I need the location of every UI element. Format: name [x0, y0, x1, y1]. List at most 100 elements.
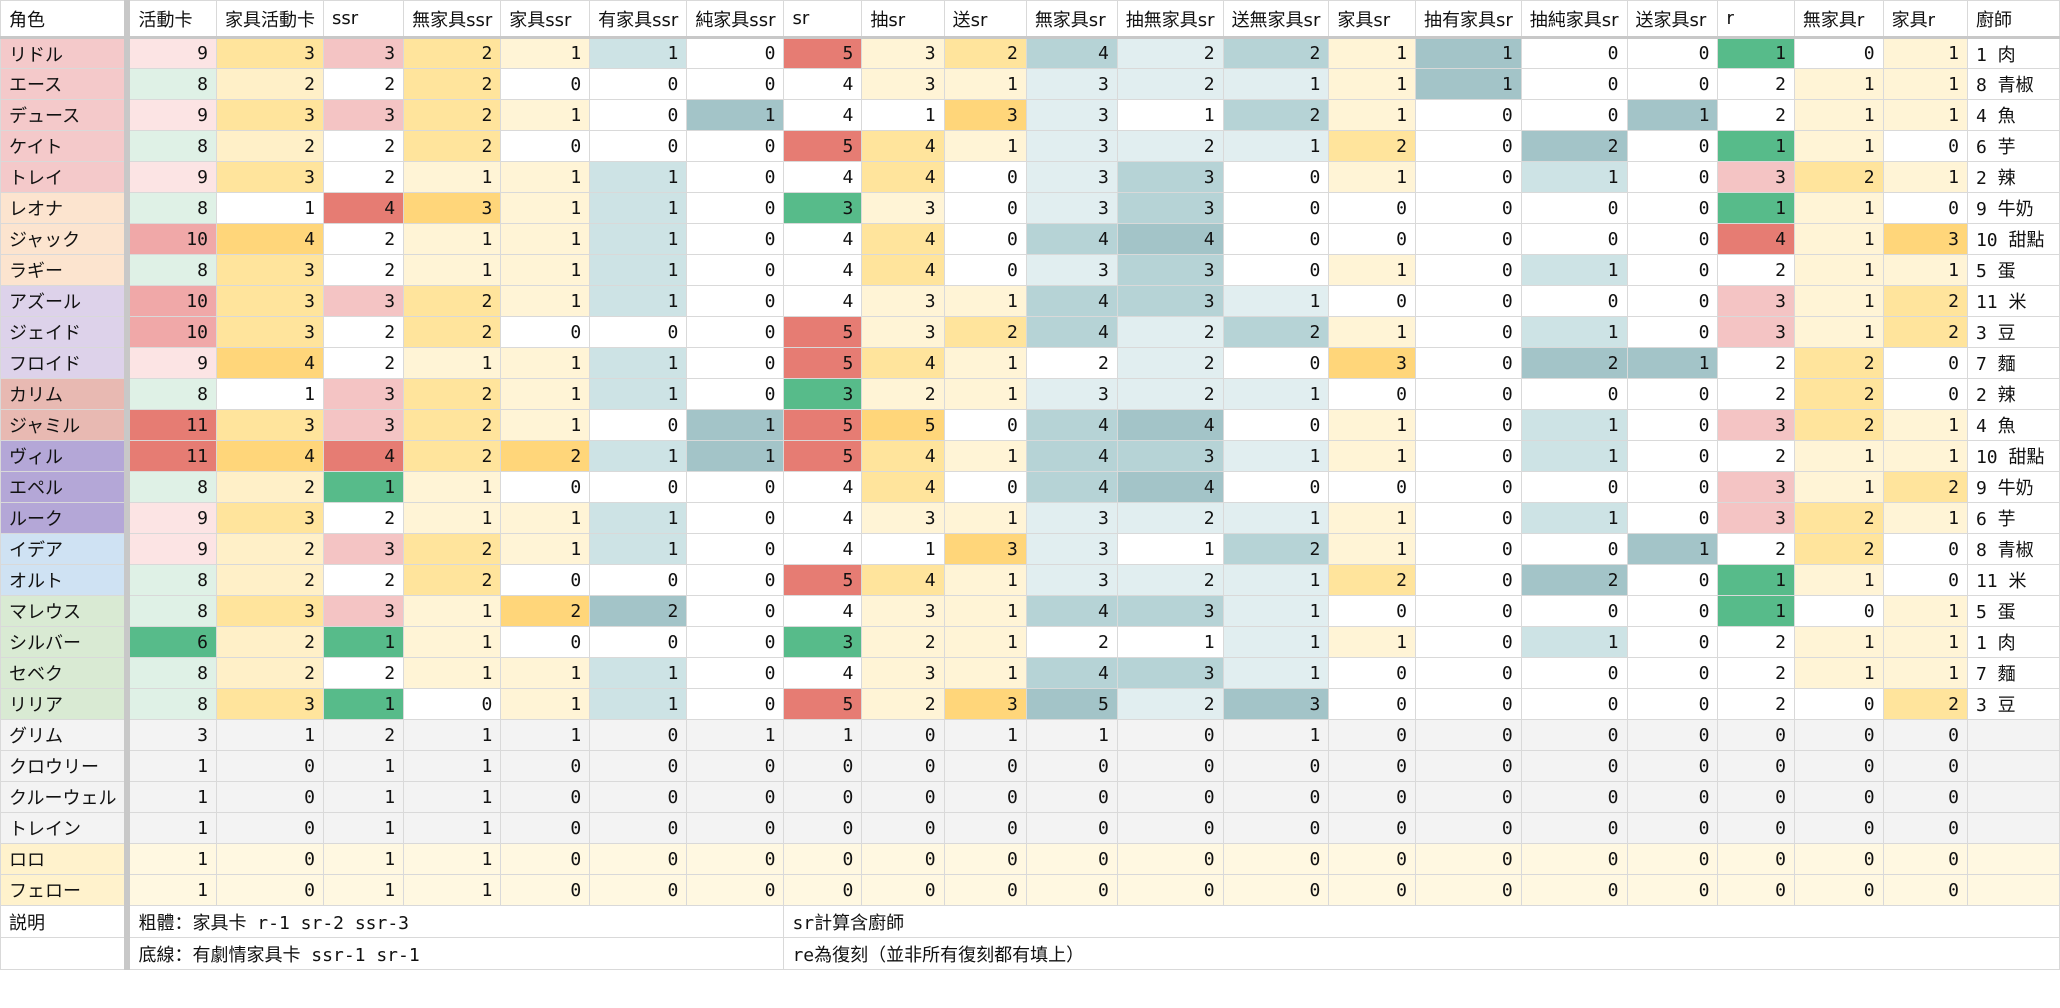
value-cell[interactable]: 4 — [1025, 285, 1118, 317]
chef-cell[interactable]: 5 蛋 — [1966, 595, 2060, 627]
character-name-cell[interactable]: ジェイド — [0, 316, 131, 348]
value-cell[interactable]: 1 — [1793, 564, 1884, 596]
value-cell[interactable]: 0 — [1882, 347, 1968, 379]
chef-cell[interactable]: 5 蛋 — [1966, 254, 2060, 286]
value-cell[interactable]: 0 — [686, 688, 785, 720]
value-cell[interactable]: 0 — [1414, 192, 1522, 224]
value-cell[interactable]: 0 — [1520, 223, 1628, 255]
value-cell[interactable]: 1 — [1793, 68, 1884, 100]
value-cell[interactable]: 2 — [1025, 626, 1118, 658]
value-cell[interactable]: 10 — [126, 223, 217, 255]
value-cell[interactable]: 2 — [1116, 130, 1224, 162]
value-cell[interactable]: 3 — [322, 285, 405, 317]
chef-cell[interactable]: 2 辣 — [1966, 378, 2060, 410]
value-cell[interactable]: 3 — [215, 254, 324, 286]
value-cell[interactable]: 0 — [1626, 843, 1719, 875]
value-cell[interactable]: 3 — [215, 161, 324, 193]
value-cell[interactable]: 4 — [861, 161, 945, 193]
value-cell[interactable]: 1 — [686, 409, 785, 441]
value-cell[interactable]: 2 — [215, 471, 324, 503]
value-cell[interactable]: 1 — [403, 781, 502, 813]
value-cell[interactable]: 0 — [1793, 843, 1884, 875]
value-cell[interactable]: 0 — [589, 68, 688, 100]
value-cell[interactable]: 1 — [1520, 254, 1628, 286]
chef-cell[interactable]: 10 甜點 — [1966, 223, 2060, 255]
value-cell[interactable]: 1 — [1328, 99, 1416, 131]
column-header[interactable]: sr — [783, 0, 863, 39]
value-cell[interactable]: 1 — [1222, 285, 1330, 317]
value-cell[interactable]: 1 — [1222, 378, 1330, 410]
column-header[interactable]: 有家具ssr — [589, 0, 688, 39]
value-cell[interactable]: 0 — [1222, 812, 1330, 844]
value-cell[interactable]: 1 — [500, 657, 591, 689]
value-cell[interactable]: 4 — [215, 347, 324, 379]
value-cell[interactable]: 0 — [215, 843, 324, 875]
value-cell[interactable]: 2 — [1717, 626, 1795, 658]
value-cell[interactable]: 1 — [403, 626, 502, 658]
character-name-cell[interactable]: マレウス — [0, 595, 131, 627]
value-cell[interactable]: 2 — [1328, 564, 1416, 596]
value-cell[interactable]: 1 — [1882, 440, 1968, 472]
value-cell[interactable]: 3 — [861, 68, 945, 100]
value-cell[interactable]: 0 — [1626, 781, 1719, 813]
value-cell[interactable]: 0 — [686, 874, 785, 906]
value-cell[interactable]: 2 — [215, 68, 324, 100]
column-header[interactable]: 無家具sr — [1025, 0, 1118, 39]
value-cell[interactable]: 0 — [686, 37, 785, 69]
value-cell[interactable]: 3 — [861, 37, 945, 69]
value-cell[interactable]: 2 — [322, 502, 405, 534]
value-cell[interactable]: 0 — [589, 564, 688, 596]
value-cell[interactable]: 10 — [126, 316, 217, 348]
value-cell[interactable]: 1 — [322, 843, 405, 875]
value-cell[interactable]: 0 — [686, 316, 785, 348]
value-cell[interactable]: 0 — [1116, 812, 1224, 844]
value-cell[interactable]: 0 — [783, 781, 863, 813]
value-cell[interactable]: 0 — [1626, 440, 1719, 472]
value-cell[interactable]: 3 — [1116, 254, 1224, 286]
column-header[interactable]: 活動卡 — [126, 0, 217, 39]
value-cell[interactable]: 1 — [1222, 626, 1330, 658]
value-cell[interactable]: 2 — [589, 595, 688, 627]
value-cell[interactable]: 2 — [403, 285, 502, 317]
value-cell[interactable]: 1 — [500, 378, 591, 410]
value-cell[interactable]: 1 — [1328, 161, 1416, 193]
value-cell[interactable]: 0 — [1882, 750, 1968, 782]
value-cell[interactable]: 0 — [943, 874, 1027, 906]
value-cell[interactable]: 4 — [1717, 223, 1795, 255]
value-cell[interactable]: 1 — [126, 812, 217, 844]
value-cell[interactable]: 0 — [1414, 347, 1522, 379]
value-cell[interactable]: 0 — [1717, 719, 1795, 751]
value-cell[interactable]: 0 — [1520, 657, 1628, 689]
value-cell[interactable]: 0 — [1626, 874, 1719, 906]
value-cell[interactable]: 0 — [589, 812, 688, 844]
value-cell[interactable]: 2 — [322, 161, 405, 193]
column-header[interactable]: 抽有家具sr — [1414, 0, 1522, 39]
value-cell[interactable]: 2 — [1793, 378, 1884, 410]
value-cell[interactable]: 1 — [403, 471, 502, 503]
value-cell[interactable]: 0 — [500, 68, 591, 100]
value-cell[interactable]: 1 — [1793, 471, 1884, 503]
value-cell[interactable]: 0 — [1328, 595, 1416, 627]
value-cell[interactable]: 3 — [943, 533, 1027, 565]
value-cell[interactable]: 0 — [686, 657, 785, 689]
value-cell[interactable]: 2 — [215, 657, 324, 689]
value-cell[interactable]: 3 — [861, 316, 945, 348]
value-cell[interactable]: 0 — [215, 781, 324, 813]
value-cell[interactable]: 0 — [500, 812, 591, 844]
value-cell[interactable]: 1 — [943, 626, 1027, 658]
value-cell[interactable]: 1 — [126, 750, 217, 782]
value-cell[interactable]: 1 — [1520, 316, 1628, 348]
value-cell[interactable]: 0 — [861, 843, 945, 875]
character-name-cell[interactable]: アズール — [0, 285, 131, 317]
value-cell[interactable]: 3 — [1025, 564, 1118, 596]
value-cell[interactable]: 3 — [1116, 285, 1224, 317]
value-cell[interactable]: 1 — [943, 657, 1027, 689]
value-cell[interactable]: 2 — [403, 37, 502, 69]
value-cell[interactable]: 3 — [1717, 285, 1795, 317]
value-cell[interactable]: 1 — [1793, 440, 1884, 472]
value-cell[interactable]: 4 — [783, 657, 863, 689]
value-cell[interactable]: 1 — [322, 688, 405, 720]
value-cell[interactable]: 0 — [1626, 502, 1719, 534]
value-cell[interactable]: 3 — [783, 626, 863, 658]
value-cell[interactable]: 1 — [1882, 595, 1968, 627]
